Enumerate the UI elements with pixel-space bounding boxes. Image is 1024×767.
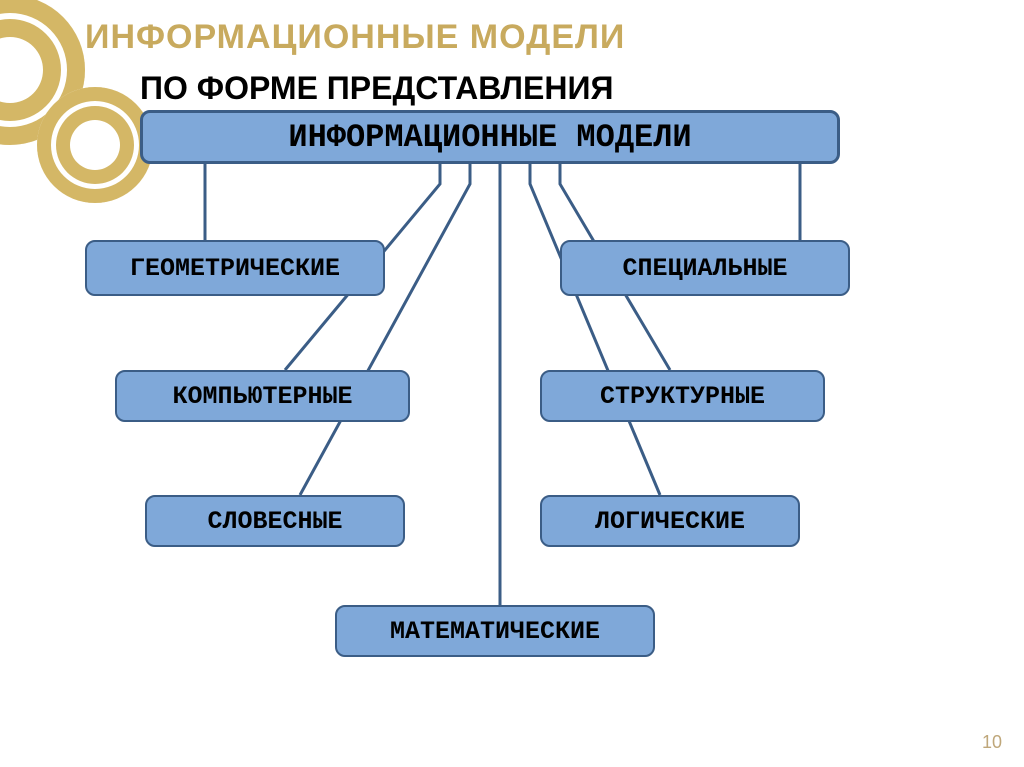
node-spec: СПЕЦИАЛЬНЫЕ: [560, 240, 850, 296]
slide-title: ИНФОРМАЦИОННЫЕ МОДЕЛИ: [85, 18, 625, 57]
root-node: ИНФОРМАЦИОННЫЕ МОДЕЛИ: [140, 110, 840, 164]
connector-word: [300, 164, 470, 495]
node-logic: ЛОГИЧЕСКИЕ: [540, 495, 800, 547]
node-word: СЛОВЕСНЫЕ: [145, 495, 405, 547]
node-geom: ГЕОМЕТРИЧЕСКИЕ: [85, 240, 385, 296]
deco-ring-1: [37, 87, 153, 203]
node-comp: КОМПЬЮТЕРНЫЕ: [115, 370, 410, 422]
page-number: 10: [982, 732, 1002, 753]
slide-subtitle: ПО ФОРМЕ ПРЕДСТАВЛЕНИЯ: [140, 70, 613, 107]
connector-logic: [530, 164, 660, 495]
node-math: МАТЕМАТИЧЕСКИЕ: [335, 605, 655, 657]
node-struct: СТРУКТУРНЫЕ: [540, 370, 825, 422]
